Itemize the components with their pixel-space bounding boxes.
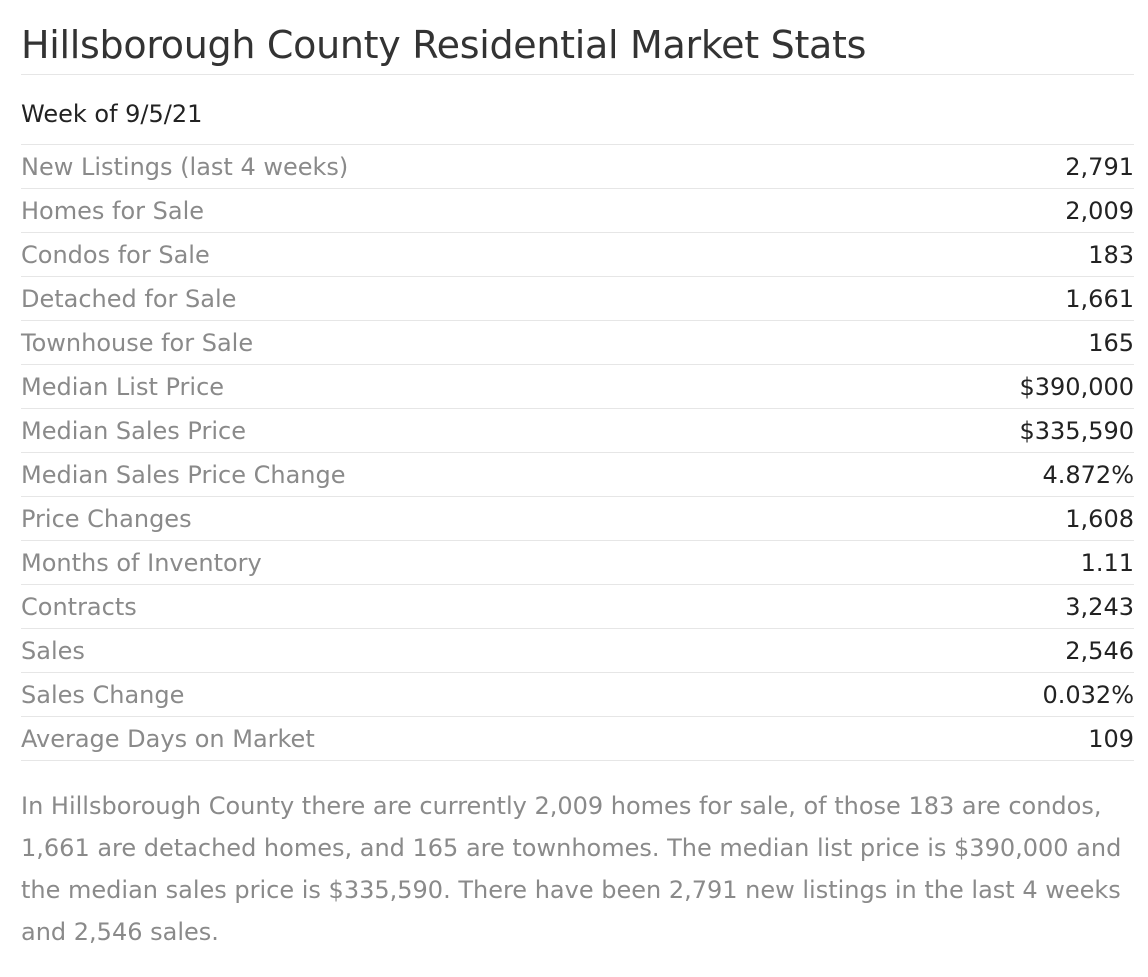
- stat-value: 4.872%: [1042, 460, 1134, 489]
- market-stats-page: Hillsborough County Residential Market S…: [21, 0, 1134, 977]
- stat-value: 1,661: [1065, 284, 1134, 313]
- stat-row-new-listings: New Listings (last 4 weeks) 2,791: [21, 145, 1134, 189]
- page-title: Hillsborough County Residential Market S…: [21, 23, 867, 67]
- stat-label: Condos for Sale: [21, 240, 210, 269]
- stat-label: Median Sales Price: [21, 416, 246, 445]
- stat-label: Average Days on Market: [21, 724, 315, 753]
- stat-value: 165: [1088, 328, 1134, 357]
- stat-label: New Listings (last 4 weeks): [21, 152, 349, 181]
- stat-value: 183: [1088, 240, 1134, 269]
- stat-value: 2,546: [1065, 636, 1134, 665]
- stat-row-median-list-price: Median List Price $390,000: [21, 365, 1134, 409]
- stat-label: Median Sales Price Change: [21, 460, 346, 489]
- stat-value: 1,608: [1065, 504, 1134, 533]
- stat-row-sales-change: Sales Change 0.032%: [21, 673, 1134, 717]
- stat-row-sales: Sales 2,546: [21, 629, 1134, 673]
- stat-row-price-changes: Price Changes 1,608: [21, 497, 1134, 541]
- stat-label: Homes for Sale: [21, 196, 205, 225]
- title-divider: [21, 74, 1134, 75]
- stat-row-homes-for-sale: Homes for Sale 2,009: [21, 189, 1134, 233]
- stat-row-months-of-inventory: Months of Inventory 1.11: [21, 541, 1134, 585]
- stat-label: Sales Change: [21, 680, 185, 709]
- stat-label: Median List Price: [21, 372, 225, 401]
- stat-value: 3,243: [1065, 592, 1134, 621]
- stat-value: $335,590: [1019, 416, 1134, 445]
- stat-row-contracts: Contracts 3,243: [21, 585, 1134, 629]
- stat-label: Sales: [21, 636, 85, 665]
- stat-label: Detached for Sale: [21, 284, 237, 313]
- stat-row-townhouse-for-sale: Townhouse for Sale 165: [21, 321, 1134, 365]
- stat-value: 0.032%: [1042, 680, 1134, 709]
- stat-label: Months of Inventory: [21, 548, 262, 577]
- summary-paragraph: In Hillsborough County there are current…: [21, 792, 1122, 946]
- stat-row-condos-for-sale: Condos for Sale 183: [21, 233, 1134, 277]
- stat-label: Price Changes: [21, 504, 192, 533]
- stat-value: 2,791: [1065, 152, 1134, 181]
- stats-table: New Listings (last 4 weeks) 2,791 Homes …: [21, 144, 1134, 761]
- stat-row-median-sales-price-change: Median Sales Price Change 4.872%: [21, 453, 1134, 497]
- week-label: Week of 9/5/21: [21, 100, 203, 128]
- stat-value: 1.11: [1080, 548, 1134, 577]
- stat-row-median-sales-price: Median Sales Price $335,590: [21, 409, 1134, 453]
- stat-label: Townhouse for Sale: [21, 328, 254, 357]
- stat-value: 109: [1088, 724, 1134, 753]
- stat-row-average-days-on-market: Average Days on Market 109: [21, 717, 1134, 761]
- stat-row-detached-for-sale: Detached for Sale 1,661: [21, 277, 1134, 321]
- stat-value: 2,009: [1065, 196, 1134, 225]
- stat-label: Contracts: [21, 592, 137, 621]
- stat-value: $390,000: [1019, 372, 1134, 401]
